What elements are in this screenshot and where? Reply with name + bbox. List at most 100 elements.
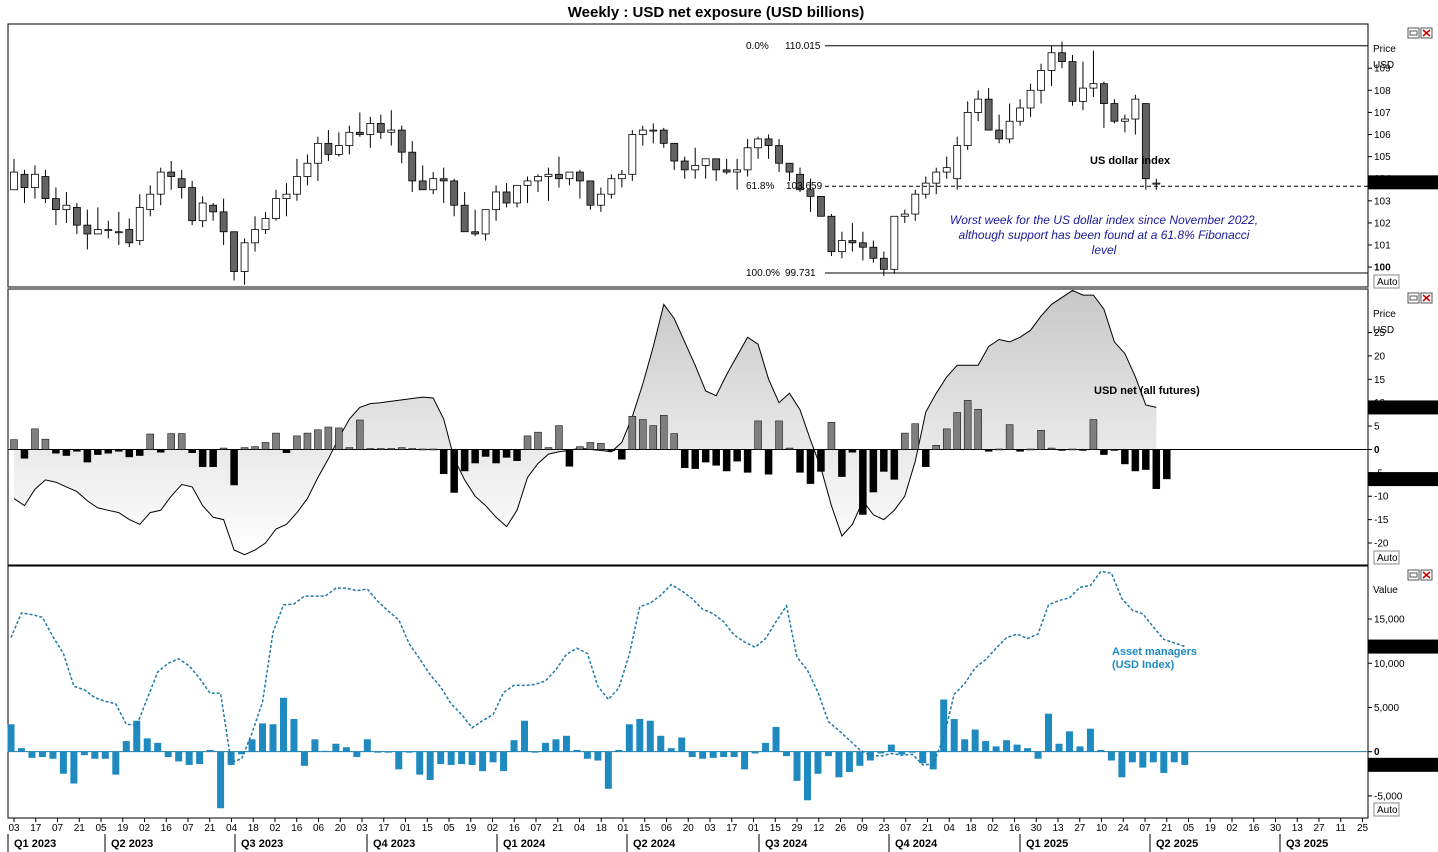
value-badge-label: -1,486.000	[1371, 761, 1419, 772]
usd-net-bar	[1068, 448, 1077, 451]
quarter-label: Q3 2023	[241, 838, 283, 850]
value-badge	[1368, 472, 1438, 487]
asset-bar	[416, 751, 424, 775]
quarter-label: Q2 2023	[111, 838, 153, 850]
usd-net-bar	[1100, 449, 1108, 455]
asset-bar	[856, 751, 864, 766]
usd-net-bar	[859, 449, 867, 515]
asset-bar	[91, 751, 99, 759]
usd-net-bar	[1131, 449, 1140, 472]
asset-bar	[1013, 744, 1021, 752]
asset-bar	[164, 751, 172, 757]
fib-label-0-value: 110.015	[785, 41, 821, 52]
asset-bar	[1181, 751, 1189, 765]
minimize-icon-inner	[1409, 30, 1418, 36]
candle-body	[460, 204, 469, 233]
candle-body	[439, 178, 448, 182]
asset-bar	[363, 739, 371, 752]
usd-net-bar	[136, 449, 144, 456]
asset-bar	[720, 751, 728, 757]
usd-net-bar	[502, 449, 511, 458]
auto-scale-button[interactable]	[1373, 550, 1400, 565]
x-week-label: 12	[813, 823, 825, 834]
x-week-label: 07	[530, 823, 542, 834]
x-week-label: 06	[313, 823, 325, 834]
x-week-label: 02	[487, 823, 499, 834]
usd-net-bar	[691, 449, 699, 469]
usd-net-bar	[838, 449, 846, 477]
usd-net-bar	[429, 448, 437, 451]
asset-bar	[971, 729, 979, 752]
candle-body	[785, 162, 794, 173]
x-week-label: 19	[1205, 823, 1217, 834]
candle-body	[303, 162, 312, 177]
x-week-label: 02	[139, 823, 151, 834]
minimize-icon[interactable]	[1407, 569, 1420, 581]
asset-bar	[154, 742, 162, 752]
asset-bar	[793, 751, 801, 781]
usd-net-bar	[261, 442, 270, 450]
x-week-label: 19	[117, 823, 129, 834]
x-week-label: 15	[639, 823, 651, 834]
usd-net-window-controls[interactable]	[1407, 292, 1433, 304]
usd-net-bar	[764, 449, 773, 475]
candle-body	[733, 169, 742, 173]
fib-label-100-pct: 100.0%	[746, 268, 780, 279]
candle-body	[628, 134, 637, 175]
asset-bar	[866, 751, 874, 761]
asset-bar	[678, 737, 686, 752]
x-week-label: 18	[596, 823, 608, 834]
asset-bar	[311, 739, 319, 752]
x-week-label: 21	[74, 823, 86, 834]
candle-body	[995, 129, 1004, 140]
asset-bar	[762, 742, 770, 752]
asset-bar	[898, 751, 906, 755]
x-week-label: 10	[1096, 823, 1108, 834]
asset-bar	[646, 720, 654, 752]
usd-net-bar	[806, 449, 815, 484]
x-week-label: 16	[161, 823, 173, 834]
dxy-window-controls[interactable]	[1407, 27, 1433, 39]
close-icon-cross	[1422, 571, 1431, 579]
usd-net-series-label: USD net (all futures)	[1094, 385, 1200, 397]
usd-net-bar	[544, 447, 553, 450]
auto-scale-button[interactable]	[1373, 274, 1400, 289]
x-week-label: 02	[269, 823, 281, 834]
asset-bar	[1003, 740, 1011, 752]
y-axis-header: USD	[1373, 325, 1394, 336]
candle-body	[523, 180, 532, 186]
usd-net-bar	[282, 449, 291, 453]
asset-bar	[300, 751, 308, 766]
usd-net-bar	[188, 449, 196, 453]
x-week-label: 17	[726, 823, 738, 834]
asset-bar	[259, 723, 267, 752]
asset-bar	[1076, 746, 1084, 752]
candle-body	[188, 187, 197, 222]
asset-bar	[562, 735, 570, 752]
usd-net-bar	[1005, 424, 1014, 450]
asset-bar	[1107, 751, 1115, 761]
candle-body	[293, 176, 301, 195]
candle-body	[324, 142, 333, 155]
y-axis-header: Value	[1373, 585, 1398, 596]
minimize-icon[interactable]	[1407, 292, 1420, 304]
candle-body	[492, 191, 500, 211]
usd-net-bar	[555, 425, 563, 450]
minimize-icon[interactable]	[1407, 27, 1420, 39]
asset-bar	[709, 751, 717, 758]
auto-scale-button[interactable]	[1373, 802, 1400, 817]
usd-net-line	[13, 289, 1157, 556]
asset-bar	[552, 739, 560, 752]
asset-managers-window-controls[interactable]	[1407, 569, 1433, 581]
candle-body	[984, 98, 993, 131]
asset-bar	[1160, 751, 1168, 773]
candle-body	[879, 257, 888, 270]
usd-net-bar	[618, 449, 626, 460]
usd-net-bar	[523, 435, 532, 450]
usd-net-bar	[94, 449, 102, 455]
candle-body	[408, 151, 417, 182]
candle-body	[1079, 87, 1087, 102]
asset-bar	[28, 751, 36, 758]
candle-body	[282, 193, 291, 199]
usd-net-bar	[680, 449, 689, 468]
